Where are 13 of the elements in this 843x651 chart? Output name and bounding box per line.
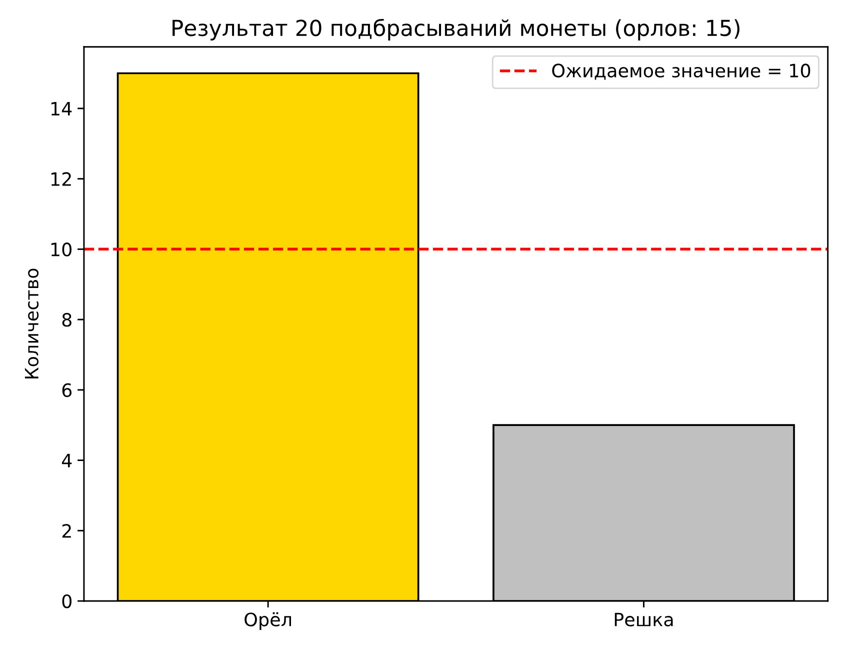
y-tick-label: 6 <box>62 383 72 398</box>
y-tick-label: 14 <box>51 102 72 116</box>
x-tick-label: Решка <box>614 612 673 626</box>
y-tick-label: 0 <box>62 594 72 608</box>
y-tick-label: 2 <box>62 524 71 538</box>
chart-title: Результат 20 подбрасываний монеты (орлов: 15) <box>172 18 740 40</box>
legend-label: Ожидаемое значение = 10 <box>552 64 810 80</box>
x-tick-label: Орёл <box>244 612 292 630</box>
y-tick-label: 12 <box>51 172 71 186</box>
y-axis-title: Количество <box>24 268 39 378</box>
y-tick-label: 4 <box>62 454 72 468</box>
y-tick-label: 10 <box>51 242 72 256</box>
y-tick-label: 8 <box>62 312 72 327</box>
